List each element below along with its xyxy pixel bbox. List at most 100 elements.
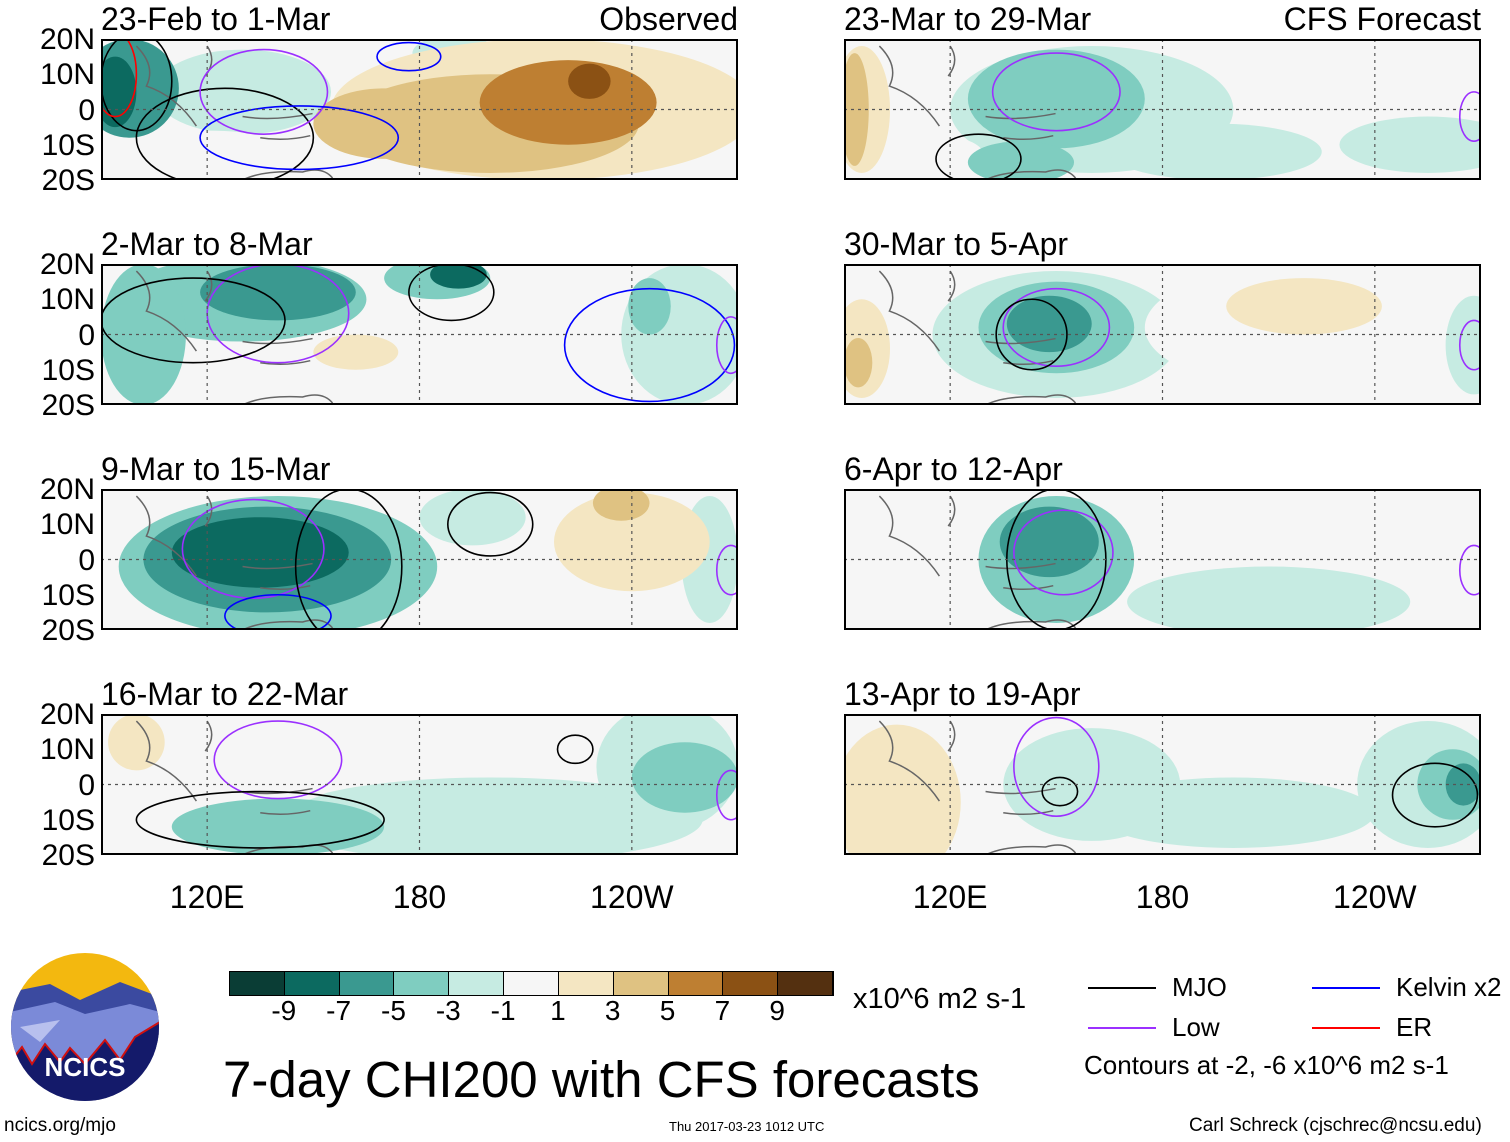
colorbar-swatch: [668, 972, 724, 995]
y-tick-label: 20S: [41, 164, 95, 197]
anomaly-region: [844, 338, 873, 388]
colorbar-tick-label: 3: [604, 995, 621, 1026]
y-tick-label: 10N: [39, 283, 95, 317]
anomaly-region: [844, 53, 869, 166]
anomaly-region: [553, 492, 710, 592]
coastline: [878, 45, 1077, 180]
contour-line: [213, 720, 343, 800]
panel-title: 23-Feb to 1-Mar: [101, 1, 331, 37]
contour-line: [1458, 91, 1481, 143]
y-tick-label: 20S: [41, 389, 95, 422]
map-panel: [101, 489, 738, 630]
anomaly-region: [844, 552, 1021, 623]
contour-note: Contours at -2, -6 x10^6 m2 s-1: [1084, 1050, 1449, 1080]
y-tick-label: 10S: [41, 128, 95, 162]
panel-frame: [101, 489, 738, 630]
anomaly-region: [278, 777, 703, 855]
anomaly-region: [401, 731, 473, 767]
anomaly-region: [419, 489, 526, 546]
anomaly-region: [171, 517, 349, 588]
map-panel: [101, 39, 738, 180]
contour-line: [935, 133, 1022, 180]
contour-line: [1013, 716, 1100, 818]
x-tick-label: 120W: [1333, 879, 1417, 915]
colorbar-swatch: [230, 972, 285, 995]
colorbar-swatch: [504, 972, 559, 995]
anomaly-region: [1445, 763, 1481, 806]
contour-line: [181, 498, 325, 600]
panel-frame: [101, 39, 738, 180]
legend-line: [1088, 987, 1156, 989]
panel-label: CFS Forecast: [1283, 1, 1481, 37]
anomaly-region: [1204, 510, 1262, 539]
colorbar-swatch: [613, 972, 669, 995]
legend-label: Low: [1172, 1012, 1220, 1042]
anomaly-region: [313, 334, 399, 370]
anomaly-region: [154, 49, 332, 135]
coastline: [135, 720, 334, 855]
y-tick-label: 20S: [41, 839, 95, 872]
contour-line: [294, 489, 403, 630]
footer-url: ncics.org/mjo: [4, 1115, 116, 1136]
x-tick-label: 120E: [912, 879, 988, 915]
y-tick-label: 20N: [39, 248, 95, 281]
colorbar: [229, 971, 834, 996]
colorbar-swatch: [778, 972, 833, 995]
y-tick-label: 10N: [39, 58, 95, 92]
panel-frame: [844, 39, 1481, 180]
panel-label: Observed: [599, 1, 738, 37]
anomaly-region: [967, 49, 1145, 149]
figure-title: 7-day CHI200 with CFS forecasts: [223, 1051, 980, 1108]
contour-line: [1391, 762, 1479, 828]
panel-frame: [101, 264, 738, 405]
panel-title: 30-Mar to 5-Apr: [844, 226, 1069, 262]
colorbar-swatch: [394, 972, 450, 995]
contour-line: [376, 41, 442, 72]
y-tick-label: 20N: [39, 698, 95, 731]
anomaly-region: [999, 506, 1099, 578]
contour-line: [224, 593, 332, 630]
panel-title: 23-Mar to 29-Mar: [844, 1, 1092, 37]
colorbar-swatch: [339, 972, 395, 995]
contour-line: [1458, 319, 1481, 371]
x-tick-label: 120W: [590, 879, 674, 915]
anomaly-region: [1127, 566, 1411, 630]
y-tick-label: 10S: [41, 353, 95, 387]
colorbar-tick-label: 7: [714, 995, 731, 1026]
contour-line: [1041, 776, 1079, 807]
legend-label: MJO: [1172, 972, 1227, 1002]
anomaly-region: [430, 264, 487, 289]
contour-line: [199, 105, 400, 171]
legend-label: ER: [1396, 1012, 1433, 1042]
y-tick-label: 0: [78, 543, 95, 577]
contour-line: [101, 277, 286, 364]
anomaly-region: [568, 63, 611, 99]
logo-text: NCICS: [45, 1052, 126, 1082]
colorbar-tick-label: -3: [435, 995, 461, 1026]
colorbar-swatch: [558, 972, 614, 995]
colorbar-tick-label: 9: [769, 995, 785, 1026]
panel-title: 13-Apr to 19-Apr: [844, 676, 1081, 712]
anomaly-region: [1212, 42, 1340, 92]
anomaly-region: [1360, 489, 1446, 521]
x-tick-label: 180: [392, 879, 447, 915]
legend-line: [1088, 1027, 1156, 1029]
map-panel: [101, 714, 738, 855]
anomaly-region: [136, 724, 349, 810]
panel-frame: [844, 264, 1481, 405]
anomaly-region: [108, 714, 165, 771]
contour-line: [1002, 287, 1111, 368]
anomaly-region: [1091, 777, 1375, 848]
anomaly-region: [592, 489, 650, 521]
map-panel: [844, 39, 1481, 180]
colorbar-tick-label: -7: [326, 995, 352, 1026]
panel-title: 6-Apr to 12-Apr: [844, 451, 1063, 487]
y-tick-label: 0: [78, 318, 95, 352]
contour-line: [715, 544, 738, 596]
contour-line: [1458, 544, 1481, 596]
coastline: [878, 720, 1077, 855]
contour-line: [135, 87, 315, 180]
colorbar-tick-label: -5: [381, 995, 406, 1026]
y-tick-label: 0: [78, 93, 95, 127]
colorbar-swatch: [284, 972, 340, 995]
